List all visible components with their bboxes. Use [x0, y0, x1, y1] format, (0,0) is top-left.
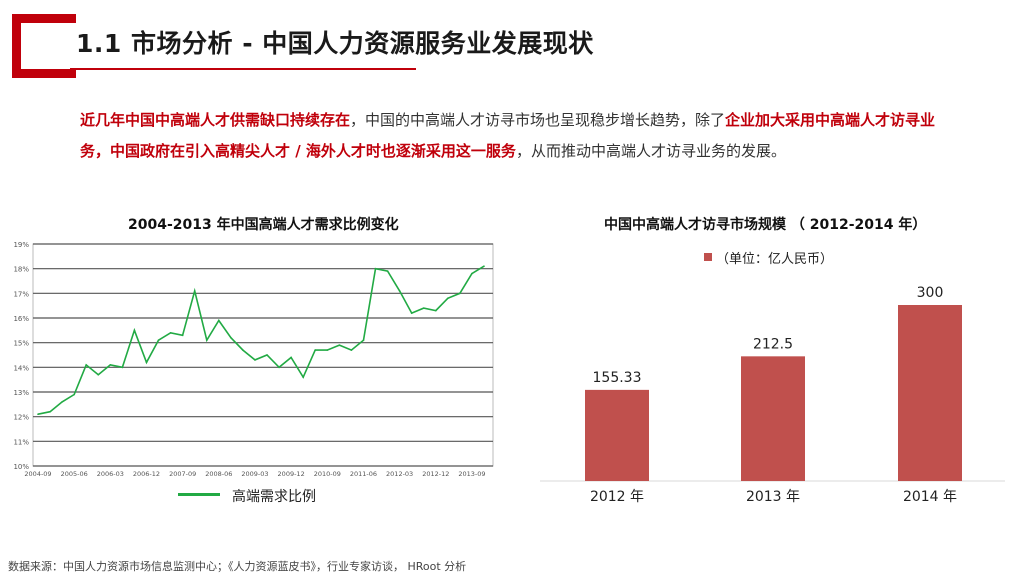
data-point [422, 307, 425, 309]
x-category-label: 2013 年 [746, 489, 800, 505]
x-tick-label: 2009-12 [278, 470, 305, 478]
x-tick-label: 2004-09 [24, 470, 51, 478]
y-tick-label: 13% [13, 389, 29, 397]
page-title: 1.1 市场分析 - 中国人力资源服务业发展现状 [76, 29, 594, 58]
bar-chart: 155.33 2012 年 212.5 2013 年 300 2014 年 [540, 285, 1005, 505]
data-point [181, 334, 184, 337]
bar-chart-title: 中国中高端人才访寻市场规模 （ 2012-2014 年） [604, 217, 927, 233]
data-point [471, 272, 473, 275]
data-point [398, 290, 401, 292]
data-point [483, 265, 485, 267]
data-point [410, 312, 413, 314]
bar-value-label: 155.33 [593, 370, 642, 386]
bar-value-label: 212.5 [753, 336, 793, 352]
x-tick-label: 2010-09 [314, 470, 341, 478]
y-tick-label: 16% [13, 315, 29, 323]
title-bracket-bottom [12, 69, 76, 78]
data-point [434, 309, 437, 312]
intro-text-1: ，中国的中高端人才访寻市场也呈现稳步增长趋势，除了 [350, 111, 726, 129]
title-underline [70, 68, 416, 70]
data-point [302, 376, 304, 378]
data-point [218, 319, 220, 322]
line-legend-label: 高端需求比例 [232, 489, 316, 505]
title-bracket-left [12, 14, 21, 78]
data-point [133, 329, 136, 332]
data-point [350, 349, 353, 351]
data-point [169, 332, 172, 334]
x-tick-label: 2008-06 [205, 470, 232, 478]
series-line-high-end-demand [37, 265, 485, 415]
intro-text-2: ，从而推动中高端人才访寻业务的发展。 [515, 142, 786, 160]
line-chart-title: 2004-2013 年中国高端人才需求比例变化 [128, 217, 399, 233]
data-point [205, 339, 208, 341]
data-point [97, 373, 100, 376]
data-point [230, 336, 232, 339]
data-point [61, 401, 63, 403]
data-point [193, 290, 196, 292]
x-tick-label: 2009-03 [241, 470, 268, 478]
data-point [362, 339, 365, 341]
y-tick-label: 18% [13, 266, 29, 274]
data-point [374, 267, 377, 270]
data-point [85, 364, 88, 366]
line-legend-swatch [178, 493, 220, 496]
title-bracket [12, 14, 76, 23]
bar-value-label: 300 [917, 285, 944, 301]
data-point [459, 292, 461, 295]
data-point [278, 366, 280, 369]
data-point [73, 393, 75, 396]
intro-highlight-1: 近几年中国中高端人才供需缺口持续存在 [80, 111, 351, 129]
bar [741, 356, 805, 481]
y-tick-label: 12% [13, 414, 29, 422]
x-tick-label: 2013-09 [458, 470, 485, 478]
x-category-label: 2014 年 [903, 489, 957, 505]
y-tick-label: 10% [13, 463, 29, 471]
data-point [314, 349, 317, 351]
bar-legend-label: （单位：亿人民币） [716, 252, 834, 267]
y-tick-label: 19% [13, 241, 29, 249]
x-tick-label: 2006-03 [97, 470, 124, 478]
x-tick-label: 2011-06 [350, 470, 377, 478]
y-tick-label: 14% [13, 364, 29, 372]
y-tick-label: 15% [13, 340, 29, 348]
intro-highlight-2: 企业加大采用中高端人才访寻业务，中国政府在引入高精尖人才 / 海外人才时也逐渐采… [80, 111, 936, 160]
data-point [157, 339, 160, 341]
x-tick-label: 2006-12 [133, 470, 160, 478]
data-point [121, 366, 124, 369]
data-source-note: 数据来源：中国人力资源市场信息监测中心；《人力资源蓝皮书》，行业专家访谈， HR… [8, 560, 467, 573]
data-point [49, 410, 51, 413]
line-chart: 10% 11% 12% 13% 14% 15% 16% 17% 18% 19% 2004-09 200… [13, 241, 494, 478]
x-tick-label: 2005-06 [61, 470, 88, 478]
intro-paragraph: 近几年中国中高端人才供需缺口持续存在，中国的中高端人才访寻市场也呈现稳步增长趋势… [80, 105, 950, 167]
data-point [447, 297, 449, 300]
data-point [145, 361, 148, 364]
plot-frame [32, 243, 494, 467]
bar [585, 389, 649, 481]
y-tick-label: 17% [13, 290, 29, 298]
x-category-label: 2012 年 [590, 489, 644, 505]
bar [898, 305, 962, 481]
data-point [254, 359, 256, 361]
bar-legend-swatch [704, 253, 712, 261]
data-point [290, 356, 292, 359]
x-tick-label: 2012-03 [386, 470, 413, 478]
data-point [338, 344, 341, 346]
data-point [109, 364, 112, 366]
x-tick-label: 2012-12 [422, 470, 449, 478]
data-point [266, 354, 268, 356]
y-tick-label: 11% [13, 438, 29, 446]
data-point [326, 349, 329, 351]
data-point [242, 349, 244, 351]
x-tick-label: 2007-09 [169, 470, 196, 478]
data-point [37, 413, 39, 415]
data-point [386, 270, 389, 272]
